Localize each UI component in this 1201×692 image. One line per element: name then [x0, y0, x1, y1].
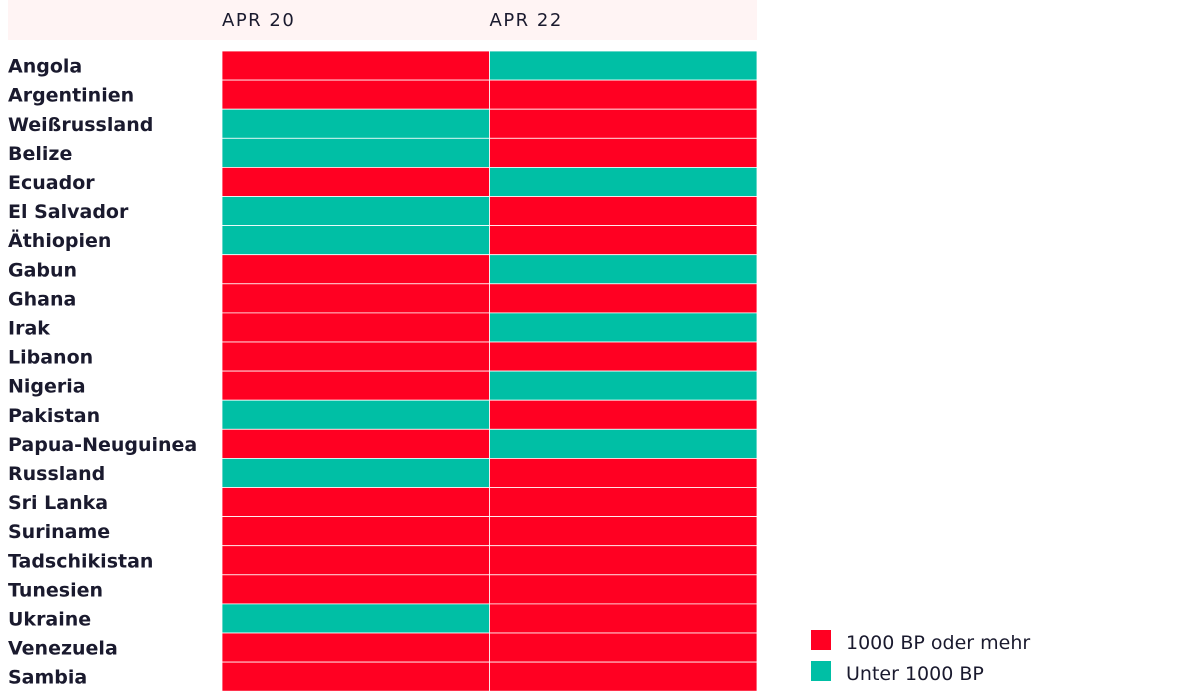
heatmap-cell — [489, 312, 758, 343]
heatmap-cell — [221, 545, 490, 576]
heatmap-cell — [489, 370, 758, 401]
row-label: Argentinien — [8, 85, 134, 107]
heatmap-cell — [221, 370, 490, 401]
heatmap-cell — [489, 79, 758, 110]
legend-label: Unter 1000 BP — [846, 663, 984, 685]
heatmap-cell — [489, 661, 758, 692]
legend: 1000 BP oder mehr Unter 1000 BP — [811, 630, 1030, 685]
heatmap-cell — [221, 428, 490, 459]
row-label: Äthiopien — [8, 228, 111, 252]
column-label: APR 20 — [222, 10, 295, 31]
heatmap-cell — [221, 166, 490, 197]
row-label: Irak — [8, 317, 50, 339]
heatmap-cell — [221, 108, 490, 139]
row-label: Tadschikistan — [8, 550, 153, 572]
row-label: Belize — [8, 143, 72, 165]
row-label: Ghana — [8, 288, 76, 310]
column-labels: APR 20 APR 22 — [222, 10, 563, 31]
heatmap-cell — [489, 254, 758, 285]
row-label: Ukraine — [8, 608, 91, 630]
header-band — [8, 0, 757, 40]
heatmap-cell — [221, 225, 490, 256]
heatmap-cell — [221, 457, 490, 488]
heatmap-cell — [489, 516, 758, 547]
row-label: Papua-Neuguinea — [8, 434, 197, 456]
heatmap-cell — [489, 225, 758, 256]
legend-swatch-high — [811, 630, 831, 650]
row-label: Suriname — [8, 521, 110, 543]
row-label: Weißrussland — [8, 114, 153, 136]
heatmap-cell — [489, 603, 758, 634]
heatmap-cell — [221, 661, 490, 692]
heatmap-cell — [221, 399, 490, 430]
heatmap-cell — [489, 545, 758, 576]
heatmap-cell — [489, 166, 758, 197]
row-label: Angola — [8, 56, 82, 78]
heatmap-cell — [221, 341, 490, 372]
legend-swatch-low — [811, 661, 831, 681]
row-label: Sri Lanka — [8, 492, 108, 514]
heatmap-cell — [221, 283, 490, 314]
heatmap-cells — [221, 50, 758, 692]
heatmap-cell — [489, 487, 758, 518]
heatmap-cell — [221, 603, 490, 634]
row-label: Russland — [8, 463, 105, 485]
heatmap-cell — [221, 487, 490, 518]
heatmap-cell — [221, 516, 490, 547]
heatmap-cell — [221, 50, 490, 81]
row-label: Ecuador — [8, 172, 95, 194]
heatmap-cell — [221, 137, 490, 168]
column-label: APR 22 — [490, 10, 563, 31]
row-label: Sambia — [8, 667, 87, 689]
heatmap-cell — [489, 399, 758, 430]
heatmap-cell — [489, 108, 758, 139]
heatmap-cell — [489, 50, 758, 81]
heatmap-cell — [221, 312, 490, 343]
heatmap-cell — [221, 196, 490, 227]
heatmap-cell — [489, 428, 758, 459]
heatmap-cell — [221, 632, 490, 663]
heatmap-cell — [221, 574, 490, 605]
row-label: Libanon — [8, 347, 93, 369]
row-label: Nigeria — [8, 376, 86, 398]
row-label: Tunesien — [8, 579, 103, 601]
heatmap-cell — [489, 632, 758, 663]
legend-label: 1000 BP oder mehr — [846, 632, 1030, 654]
heatmap-cell — [489, 574, 758, 605]
row-label: Venezuela — [8, 638, 118, 660]
heatmap-cell — [489, 457, 758, 488]
heatmap-cell — [489, 196, 758, 227]
row-label: Pakistan — [8, 405, 100, 427]
heatmap-cell — [489, 283, 758, 314]
row-label: El Salvador — [8, 201, 129, 223]
heatmap-cell — [221, 79, 490, 110]
heatmap-cell — [489, 341, 758, 372]
heatmap-cell — [221, 254, 490, 285]
row-labels: Angola Argentinien Weißrussland Belize Ecuad… — [8, 56, 197, 689]
row-label: Gabun — [8, 259, 77, 281]
heatmap-cell — [489, 137, 758, 168]
